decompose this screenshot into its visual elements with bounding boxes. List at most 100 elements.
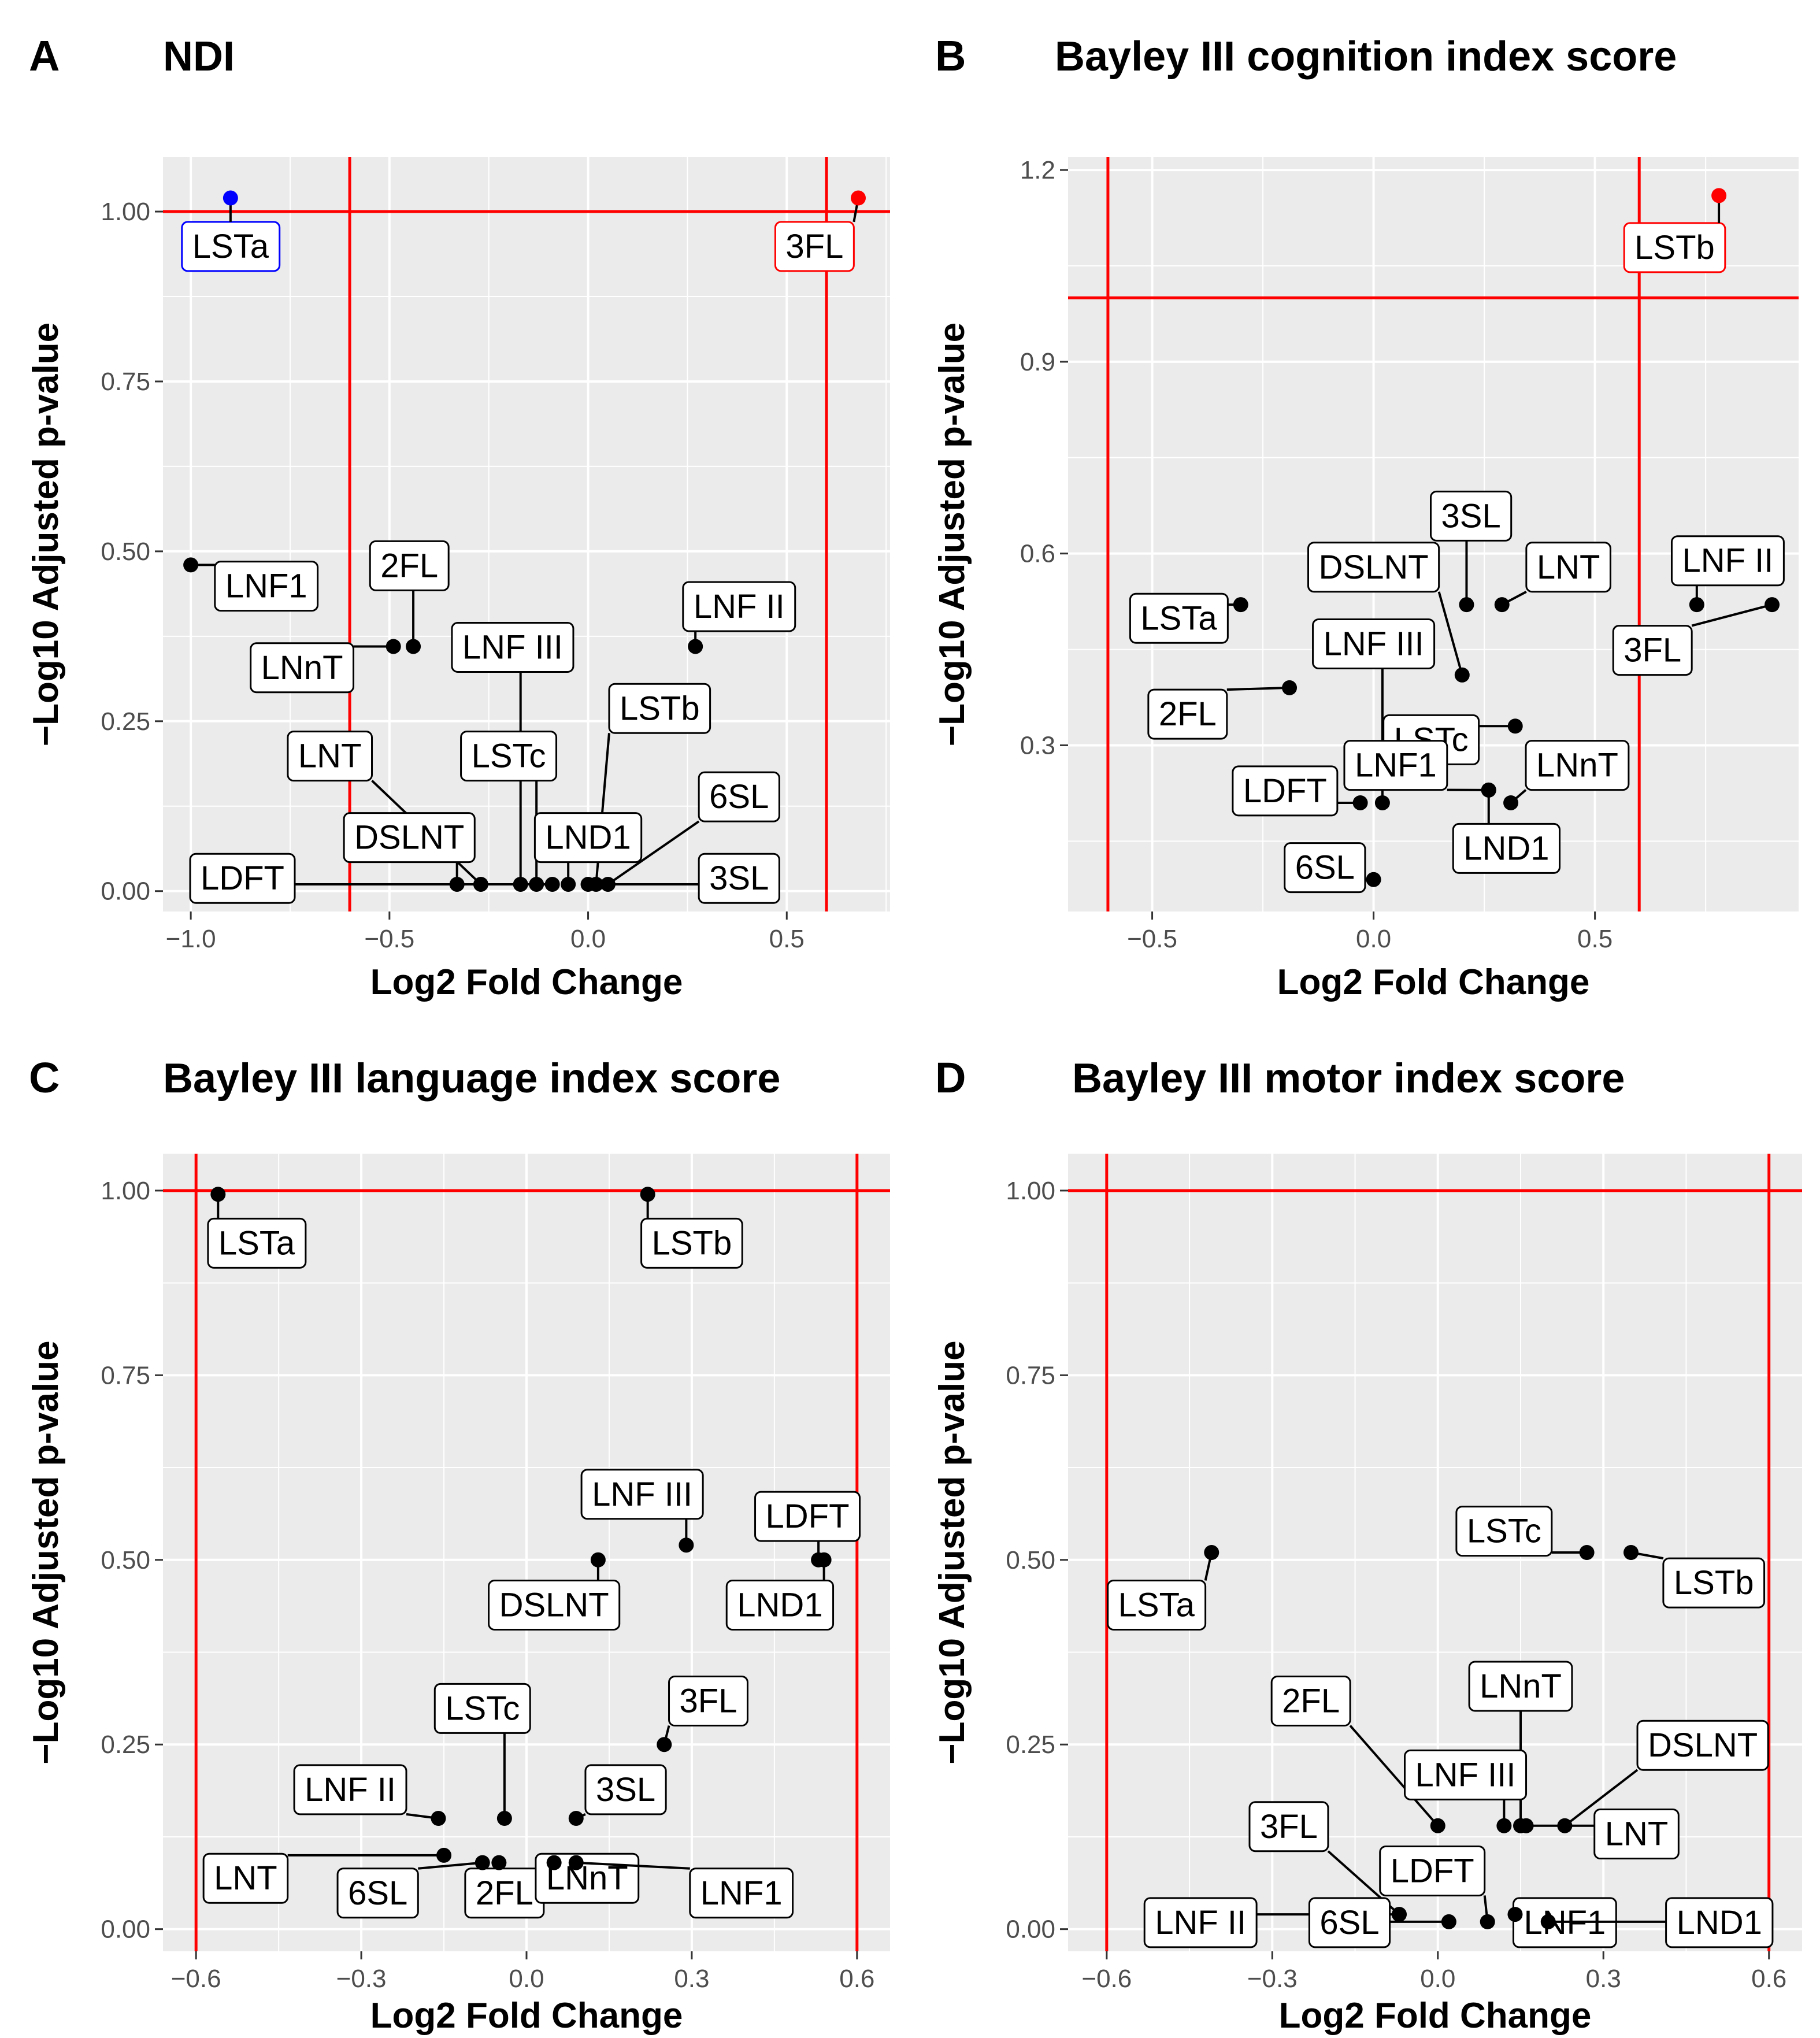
point-label: LNF III [1324,625,1424,663]
data-point [1480,1914,1495,1929]
x-tick-label: 0.0 [1420,1965,1455,1993]
point-label-box [1452,822,1561,874]
data-point [1430,1818,1445,1833]
point-label: DSLNT [499,1586,609,1624]
point-label-box [293,1764,407,1815]
x-tick-label: 0.0 [1356,925,1391,953]
panel-letter: D [935,1054,966,1102]
data-point [546,1855,562,1870]
point-label: 3SL [1441,497,1501,535]
point-label-box [1612,625,1693,676]
y-axis-title: −Log10 Adjusted p-value [26,1340,66,1764]
data-point [1454,667,1470,683]
point-label: LNF II [1155,1904,1246,1941]
point-label: LNT [1537,549,1600,586]
point-label: LDFT [1243,772,1327,810]
x-tick-label: −0.6 [1081,1965,1132,1993]
x-tick-label: 0.0 [509,1965,544,1993]
point-label: LNF II [694,588,785,625]
data-point [491,1855,507,1870]
y-axis-title: −Log10 Adjusted p-value [26,323,66,746]
point-label: LSTb [652,1224,732,1262]
data-point [1391,1907,1407,1922]
point-label-box [1593,1809,1680,1860]
leader-line [1437,591,1463,676]
points [183,190,866,892]
point-label: LNF III [462,628,563,666]
point-label-box [580,1469,704,1520]
point-label-box [535,1852,640,1904]
point-label: LSTb [620,690,700,727]
y-axis-title: −Log10 Adjusted p-value [932,1340,972,1764]
point-label-box [1129,592,1229,644]
panel-title: Bayley III language index score [163,1055,780,1102]
point-label-box [1636,1720,1769,1771]
y-tick-label: 0.25 [101,707,150,736]
point-label: LNT [214,1859,277,1897]
point-label-box [1525,740,1630,791]
point-label-box [1107,1579,1207,1631]
point-label-box [1312,618,1436,670]
point-label: LNF1 [1355,747,1437,784]
leader-line [576,1861,690,1870]
data-point [529,876,544,892]
point-label: LNF III [1415,1756,1516,1794]
y-tick-label: 1.2 [1020,156,1055,184]
panel-letter: A [29,32,60,80]
panel-letter: C [29,1054,60,1102]
data-point [1540,1914,1556,1929]
point-label-box [1232,765,1339,817]
data-point [1204,1545,1219,1560]
data-point [1507,718,1523,734]
point-label: LDFT [201,859,284,897]
point-label-box [754,1491,861,1542]
point-label: DSLNT [1648,1726,1758,1764]
point-label-box [1623,222,1726,273]
point-label-box [698,771,780,822]
y-tick-label: 0.9 [1020,348,1055,376]
data-point [1494,597,1510,613]
data-point [1441,1914,1456,1929]
point-label-box [336,1867,419,1919]
plot-background [1068,1154,1802,1951]
point-label: LSTa [192,228,269,265]
data-point [1507,1907,1523,1922]
point-label-box [250,642,355,694]
data-point [1689,597,1704,613]
point-label: LND1 [737,1586,822,1624]
x-tick-label: 0.3 [674,1965,709,1993]
point-label: LSTb [1674,1564,1754,1602]
x-tick-label: −0.3 [336,1965,387,1993]
point-label-box [1143,1897,1258,1948]
x-tick-label: −1.0 [166,925,216,953]
point-label: LDFT [766,1498,850,1535]
leader-line [1564,1769,1639,1827]
x-axis-title: Log2 Fold Change [1277,962,1590,1002]
panel-title: Bayley III cognition index score [1055,34,1677,80]
data-point [1374,795,1390,810]
data-point [473,876,488,892]
point-label: 2FL [476,1874,533,1912]
point-label-box [1404,1749,1528,1800]
leader-line [1349,1725,1439,1827]
point-label: LNnT [261,649,343,687]
point-label: LSTc [472,738,546,775]
point-label-box [725,1579,835,1631]
point-labels: LSTa LSTc LSTb 2FL LNnT DSLNT LNF III 3FL LNT LDF… [1107,1506,1774,1948]
data-point [1481,782,1496,798]
point-label-box [774,221,855,272]
x-tick-label: 0.6 [1751,1965,1786,1993]
data-point [657,1737,672,1752]
point-label-box [287,731,373,782]
data-point [640,1187,655,1202]
x-tick-label: −0.5 [364,925,414,953]
point-label: LND1 [545,819,631,857]
point-label: LNnT [1480,1668,1562,1705]
point-label-box [1343,740,1448,791]
x-tick-label: −0.3 [1247,1965,1298,1993]
x-tick-label: 0.3 [1586,1965,1621,1993]
point-label: LND1 [1463,829,1549,867]
point-label: LSTb [1634,229,1715,266]
point-label: LNF1 [700,1874,783,1912]
